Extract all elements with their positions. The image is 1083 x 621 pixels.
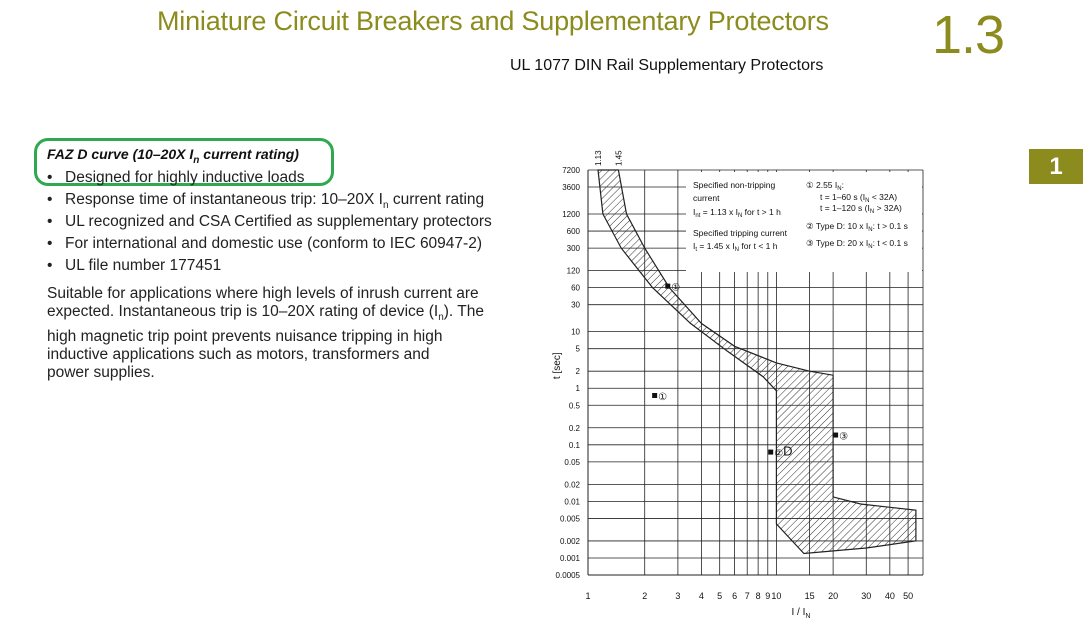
y-tick-label: 1 [576,384,581,393]
y-tick-label: 0.001 [560,554,581,563]
y-tick-label: 120 [567,267,581,276]
annotation-symbol: ③ [839,432,848,443]
y-tick-label: 2 [576,367,581,376]
y-tick-label: 0.005 [560,514,581,523]
legend-entry: It = 1.45 x IN for t < 1 h [693,241,778,253]
top-marker-label: 1.45 [614,150,623,166]
x-tick-label: 8 [756,591,761,601]
page-title: Miniature Circuit Breakers and Supplemen… [157,6,829,36]
y-tick-label: 30 [571,301,580,310]
page-subtitle: UL 1077 DIN Rail Supplementary Protector… [510,57,824,74]
legend-note: ① 2.55 IN: [806,180,844,192]
x-tick-label: 5 [717,591,722,601]
x-tick-label: 2 [642,591,647,601]
y-tick-label: 0.02 [564,480,580,489]
list-item: • Designed for highly inductive loads [47,169,305,186]
y-tick-label: 60 [571,284,580,293]
x-tick-label: 15 [805,591,815,601]
feature-list: • Designed for highly inductive loads • Re… [47,167,492,277]
heading-highlight-box [34,138,334,186]
legend-note: t = 1–60 s (IN < 32A) [820,192,897,204]
x-tick-label: 50 [903,591,913,601]
x-tick-label: 40 [885,591,895,601]
y-tick-label: 1200 [562,210,580,219]
x-tick-label: 10 [771,591,781,601]
curve-label: D [783,443,792,458]
annotation-marker [833,432,839,438]
y-tick-label: 0.05 [564,458,580,467]
legend-entry: Int = 1.13 x IN for t > 1 h [693,207,781,219]
x-tick-label: 7 [745,591,750,601]
annotation-symbol: ① [658,392,667,403]
annotation-symbol: ① [671,283,680,294]
annotation-marker [768,449,774,455]
section-tab-badge[interactable]: 1 [1029,149,1083,184]
legend-note: ② Type D: 10 x IN: t > 0.1 s [806,221,908,233]
y-axis-label: t [sec] [552,352,563,379]
y-tick-label: 0.002 [560,537,581,546]
list-item: • UL recognized and CSA Certified as supp… [47,213,492,230]
annotation-marker [652,393,658,399]
legend-box [686,172,922,272]
annotation-marker [665,283,671,289]
y-tick-label: 3600 [562,183,580,192]
y-tick-label: 0.5 [569,401,581,410]
y-tick-label: 0.1 [569,441,581,450]
x-tick-label: 6 [732,591,737,601]
legend-entry: Specified tripping current [693,228,788,238]
x-tick-label: 20 [828,591,838,601]
y-tick-label: 300 [567,244,581,253]
list-item: • UL file number 177451 [47,257,222,274]
legend-note: ③ Type D: 20 x IN: t < 0.1 s [806,238,908,250]
y-tick-label: 600 [567,227,581,236]
trip-band [597,169,917,555]
x-tick-label: 9 [765,591,770,601]
legend-entry: Specified non-tripping [693,180,775,190]
list-item: • For international and domestic use (con… [47,235,482,252]
legend-entry: current [693,193,720,203]
section-number: 1.3 [932,5,1005,65]
legend-note: t = 1–120 s (IN > 32A) [820,203,902,215]
annotation-symbol: ② [774,449,783,460]
x-tick-label: 3 [675,591,680,601]
product-description: Suitable for applications where high lev… [47,285,484,381]
trip-curve-chart: 1 2 3 4 5 6 7 8 9 10 15 20 30 40 507200360012006003001… [552,150,924,620]
product-heading: FAZ D curve (10–20X In current rating) [47,146,299,166]
x-tick-label: 30 [861,591,871,601]
x-axis-label: I / IN [791,607,810,620]
y-tick-label: 0.2 [569,424,581,433]
y-tick-label: 5 [576,345,581,354]
y-tick-label: 0.0005 [556,571,581,580]
x-tick-label: 4 [699,591,704,601]
y-tick-label: 10 [571,328,580,337]
top-marker-label: 1.13 [594,150,603,166]
y-tick-label: 7200 [562,166,580,175]
x-tick-label: 1 [585,591,590,601]
y-tick-label: 0.01 [564,497,580,506]
list-item: • Response time of instantaneous trip: 10… [47,191,485,212]
